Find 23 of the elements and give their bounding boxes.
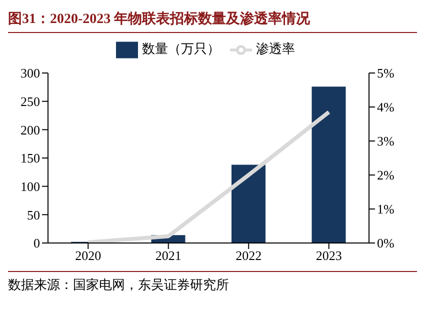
y-tick-label: 150: [20, 150, 40, 166]
legend-label: 渗透率: [256, 40, 295, 56]
y2-tick-label: 4%: [377, 100, 394, 115]
y2-tick-label: 0%: [377, 236, 394, 251]
y-tick-label: 300: [20, 66, 40, 81]
bar: [232, 164, 266, 243]
y-tick-label: 100: [20, 178, 40, 194]
x-tick-label: 2021: [155, 248, 182, 264]
y-tick-label: 200: [20, 122, 40, 138]
x-tick-label: 2023: [316, 248, 342, 264]
chart-title: 图31：2020-2023 年物联表招标数量及渗透率情况: [8, 8, 417, 33]
y-tick-label: 50: [27, 207, 40, 222]
y2-tick-label: 1%: [377, 202, 394, 217]
y2-tick-label: 3%: [377, 134, 394, 149]
y-tick-label: 250: [20, 94, 40, 109]
source-note: 数据来源：国家电网，东吴证券研究所: [8, 271, 417, 294]
y2-tick-label: 5%: [377, 66, 394, 81]
y2-tick-label: 2%: [377, 168, 394, 183]
legend-label: 数量（万只）: [142, 40, 220, 56]
x-tick-label: 2022: [236, 248, 262, 264]
y-tick-label: 0: [34, 236, 40, 251]
x-tick-label: 2020: [75, 248, 102, 264]
bar: [312, 86, 346, 243]
